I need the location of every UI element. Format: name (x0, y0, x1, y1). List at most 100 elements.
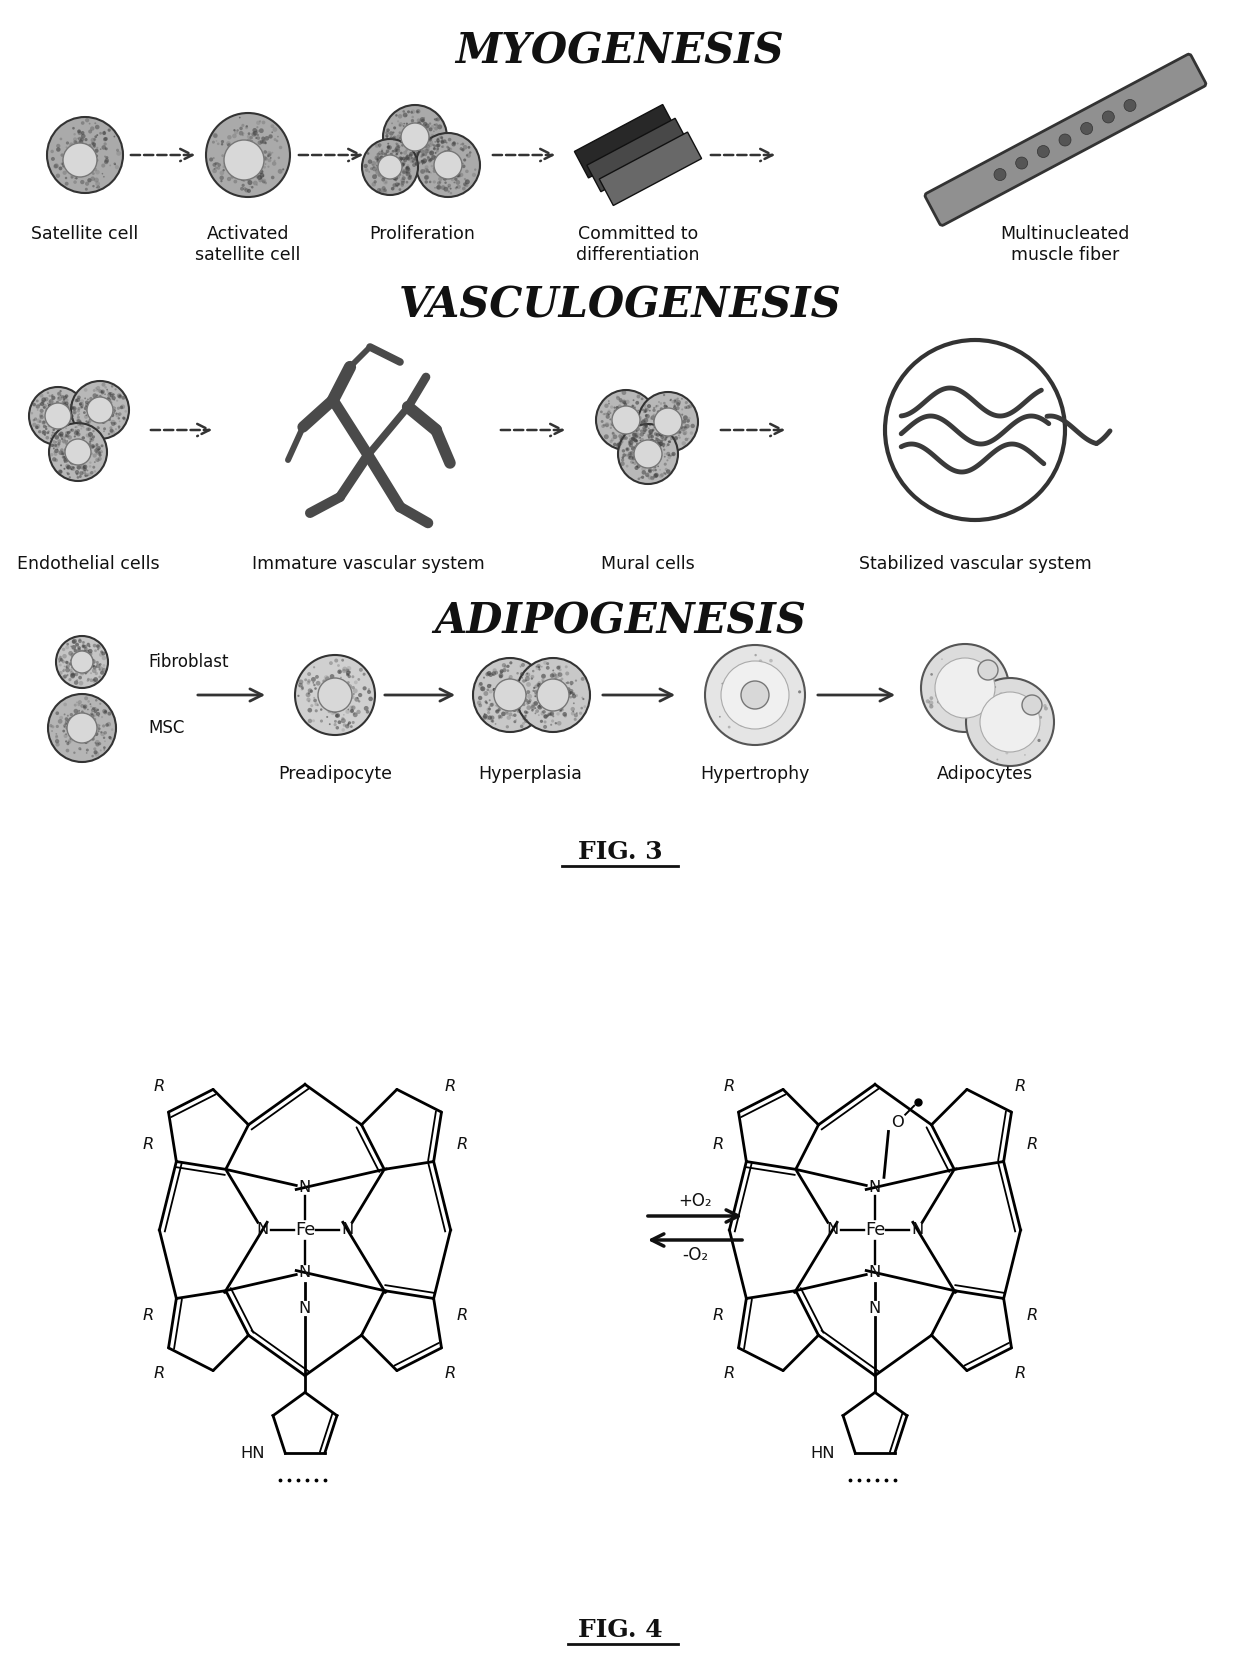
Circle shape (663, 411, 668, 414)
Circle shape (88, 454, 92, 457)
Circle shape (100, 414, 104, 417)
Circle shape (620, 419, 624, 422)
Circle shape (458, 163, 459, 166)
Circle shape (241, 158, 243, 160)
Circle shape (234, 130, 238, 135)
Circle shape (259, 170, 263, 175)
Circle shape (248, 133, 250, 135)
Circle shape (345, 692, 350, 697)
Circle shape (420, 170, 424, 173)
Circle shape (388, 171, 392, 173)
Circle shape (506, 703, 508, 707)
Circle shape (408, 136, 409, 138)
Circle shape (381, 156, 383, 158)
Circle shape (440, 161, 445, 165)
Circle shape (94, 123, 97, 125)
Circle shape (86, 181, 89, 186)
Circle shape (466, 153, 471, 158)
Circle shape (413, 148, 414, 150)
Circle shape (82, 459, 84, 461)
Circle shape (650, 459, 652, 462)
Circle shape (87, 422, 89, 426)
Circle shape (657, 442, 662, 447)
Circle shape (114, 387, 117, 391)
Circle shape (448, 138, 451, 141)
Circle shape (386, 160, 388, 163)
Circle shape (677, 397, 678, 399)
Circle shape (264, 156, 268, 161)
Circle shape (66, 466, 71, 469)
Circle shape (505, 703, 510, 708)
Circle shape (377, 158, 379, 161)
Circle shape (342, 697, 346, 702)
Circle shape (1006, 752, 1008, 755)
Circle shape (676, 402, 681, 406)
Circle shape (1024, 753, 1025, 755)
Circle shape (83, 733, 87, 737)
Circle shape (387, 145, 389, 148)
Circle shape (87, 644, 91, 647)
Circle shape (97, 135, 98, 136)
Circle shape (56, 414, 61, 419)
Circle shape (45, 397, 48, 401)
Circle shape (448, 178, 450, 180)
Circle shape (403, 125, 404, 126)
Circle shape (81, 138, 84, 141)
Circle shape (435, 160, 439, 163)
Circle shape (60, 715, 63, 720)
Text: Adipocytes: Adipocytes (937, 765, 1033, 783)
Circle shape (98, 407, 102, 411)
Circle shape (262, 121, 265, 125)
Circle shape (79, 659, 84, 664)
Circle shape (56, 419, 57, 422)
Circle shape (250, 155, 253, 156)
Circle shape (546, 662, 549, 665)
Circle shape (662, 424, 666, 429)
Circle shape (673, 436, 678, 441)
Circle shape (413, 126, 417, 130)
Circle shape (1028, 718, 1033, 723)
Circle shape (408, 133, 413, 138)
Circle shape (552, 697, 554, 700)
Circle shape (978, 660, 998, 680)
Text: R: R (1016, 1079, 1027, 1094)
Circle shape (82, 662, 86, 665)
Circle shape (429, 128, 433, 131)
Circle shape (236, 153, 241, 158)
Circle shape (79, 659, 82, 662)
Circle shape (619, 417, 621, 421)
Circle shape (663, 417, 666, 421)
Circle shape (551, 703, 554, 707)
Circle shape (486, 707, 491, 712)
Circle shape (1059, 135, 1071, 146)
Circle shape (383, 168, 387, 171)
Circle shape (632, 462, 634, 464)
Circle shape (223, 161, 228, 166)
Circle shape (624, 417, 627, 421)
Circle shape (508, 677, 511, 680)
Circle shape (81, 461, 84, 464)
Circle shape (482, 715, 487, 720)
Circle shape (93, 409, 97, 412)
Circle shape (959, 685, 962, 688)
Circle shape (92, 466, 95, 469)
Circle shape (522, 722, 525, 725)
Circle shape (512, 708, 517, 712)
Circle shape (72, 447, 74, 451)
Circle shape (249, 161, 252, 163)
Circle shape (60, 424, 62, 426)
Text: R: R (713, 1307, 724, 1322)
Circle shape (58, 412, 63, 417)
Circle shape (503, 665, 507, 669)
Circle shape (110, 394, 113, 397)
Circle shape (331, 700, 334, 703)
Circle shape (567, 687, 570, 692)
Circle shape (82, 156, 87, 161)
Text: R: R (1027, 1307, 1038, 1322)
Circle shape (216, 140, 217, 141)
Circle shape (71, 469, 72, 471)
Circle shape (71, 446, 73, 449)
Circle shape (64, 406, 69, 411)
Circle shape (629, 419, 632, 424)
Circle shape (653, 444, 657, 449)
